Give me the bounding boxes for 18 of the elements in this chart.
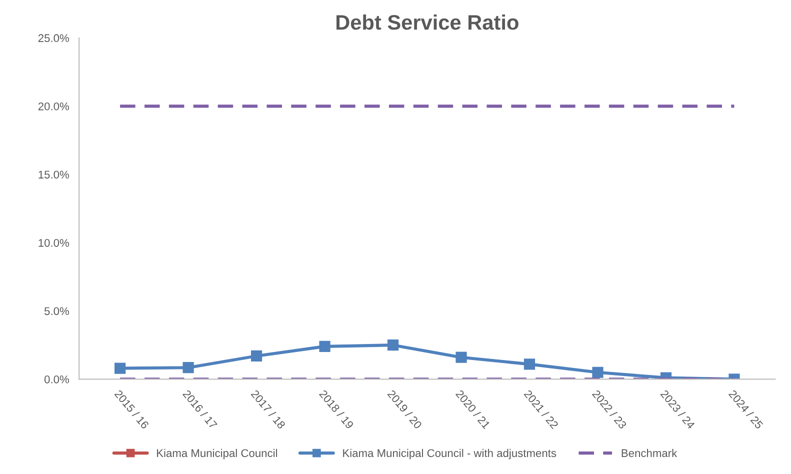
y-tick-label: 5.0% [44, 307, 69, 316]
point [524, 358, 536, 370]
y-tick-label: 15.0% [38, 170, 69, 179]
legend-label: Kiama Municipal Council [157, 448, 278, 460]
legend-label: Benchmark [622, 448, 678, 458]
point [456, 352, 467, 363]
y-tick-label: 20.0% [38, 102, 69, 110]
legend-label: Kiama Municipal Council - with adjustments [343, 448, 556, 460]
point [387, 340, 399, 351]
point [319, 340, 330, 352]
point [250, 350, 262, 362]
y-tick-label: 25.0% [38, 34, 69, 42]
point [182, 362, 194, 374]
y-tick-label: 0.0% [44, 375, 69, 384]
point [114, 362, 126, 374]
point [592, 366, 604, 378]
chart-title: Debt Service Ratio [336, 14, 518, 30]
y-tick-label: 10.0% [38, 238, 69, 247]
